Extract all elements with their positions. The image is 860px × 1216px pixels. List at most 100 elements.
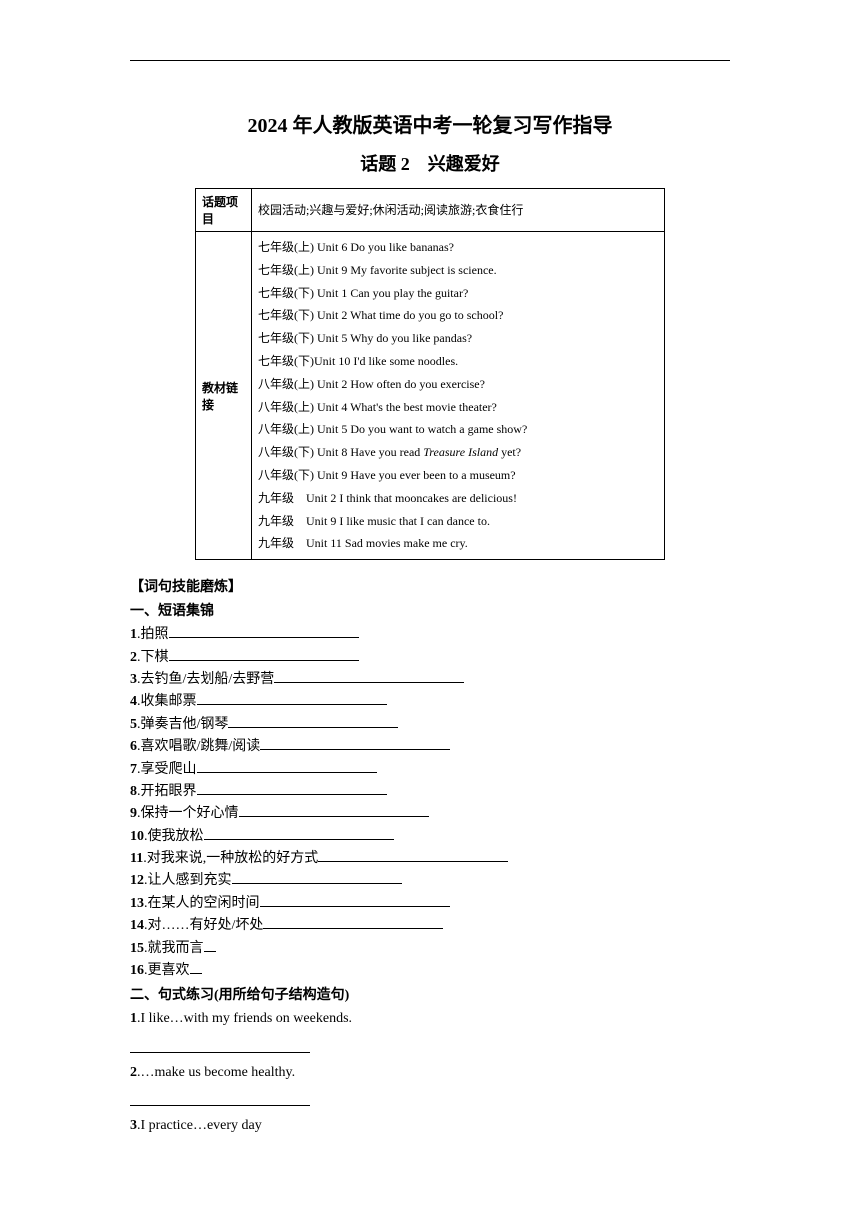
unit-line: 七年级(上) Unit 9 My favorite subject is sci… bbox=[258, 259, 658, 282]
phrase-line: 16.更喜欢 bbox=[130, 960, 730, 982]
unit-line: 八年级(上) Unit 2 How often do you exercise? bbox=[258, 373, 658, 396]
fill-blank[interactable] bbox=[260, 736, 450, 750]
phrase-text: .收集邮票 bbox=[137, 691, 197, 713]
sentence-text: .I like…with my friends on weekends. bbox=[137, 1011, 352, 1026]
fill-blank[interactable] bbox=[318, 848, 508, 862]
phrase-line: 11.对我来说,一种放松的好方式 bbox=[130, 848, 730, 870]
unit-line: 八年级(下) Unit 9 Have you ever been to a mu… bbox=[258, 464, 658, 487]
phrase-number: 3 bbox=[130, 669, 137, 691]
fill-blank[interactable] bbox=[204, 938, 216, 952]
unit-line: 七年级(下) Unit 2 What time do you go to sch… bbox=[258, 304, 658, 327]
phrase-number: 10 bbox=[130, 826, 144, 848]
sentence-text: .I practice…every day bbox=[137, 1118, 262, 1133]
sentence-line: 1.I like…with my friends on weekends. bbox=[130, 1008, 730, 1030]
phrase-number: 13 bbox=[130, 893, 144, 915]
sentence-number: 3 bbox=[130, 1118, 137, 1133]
phrase-number: 2 bbox=[130, 647, 137, 669]
unit-line: 八年级(上) Unit 4 What's the best movie thea… bbox=[258, 396, 658, 419]
phrase-number: 6 bbox=[130, 736, 137, 758]
phrase-text: .在某人的空闲时间 bbox=[144, 893, 260, 915]
unit-line: 七年级(下)Unit 10 I'd like some noodles. bbox=[258, 350, 658, 373]
table-row: 教材链接 七年级(上) Unit 6 Do you like bananas? … bbox=[196, 232, 665, 560]
phrases-heading: 一、短语集锦 bbox=[130, 600, 730, 620]
phrase-line: 2.下棋 bbox=[130, 647, 730, 669]
sentences-heading-text: 二、句式练习(用所给句子结构造句) bbox=[130, 988, 349, 1003]
phrase-number: 14 bbox=[130, 915, 144, 937]
phrase-text: .下棋 bbox=[137, 647, 169, 669]
phrase-line: 9.保持一个好心情 bbox=[130, 803, 730, 825]
phrase-number: 7 bbox=[130, 759, 137, 781]
fill-blank[interactable] bbox=[260, 893, 450, 907]
fill-blank[interactable] bbox=[197, 759, 377, 773]
table-row: 话题项目 校园活动;兴趣与爱好;休闲活动;阅读旅游;衣食住行 bbox=[196, 189, 665, 232]
phrase-line: 7.享受爬山 bbox=[130, 759, 730, 781]
phrase-line: 3.去钓鱼/去划船/去野营 bbox=[130, 669, 730, 691]
answer-blank[interactable] bbox=[130, 1092, 310, 1106]
phrase-text: .去钓鱼/去划船/去野营 bbox=[137, 669, 274, 691]
phrase-text: .弹奏吉他/钢琴 bbox=[137, 714, 228, 736]
phrase-number: 12 bbox=[130, 870, 144, 892]
phrase-line: 5.弹奏吉他/钢琴 bbox=[130, 714, 730, 736]
topic-label-cell: 话题项目 bbox=[196, 189, 252, 232]
sentence-text: .…make us become healthy. bbox=[137, 1065, 295, 1080]
phrase-text: .对……有好处/坏处 bbox=[144, 915, 263, 937]
phrase-text: .使我放松 bbox=[144, 826, 204, 848]
textbook-link-label-cell: 教材链接 bbox=[196, 232, 252, 560]
sentence-line: 3.I practice…every day bbox=[130, 1115, 730, 1137]
phrase-number: 1 bbox=[130, 624, 137, 646]
phrase-number: 8 bbox=[130, 781, 137, 803]
phrase-line: 4.收集邮票 bbox=[130, 691, 730, 713]
phrases-list: 1.拍照2.下棋3.去钓鱼/去划船/去野营4.收集邮票5.弹奏吉他/钢琴6.喜欢… bbox=[130, 624, 730, 982]
fill-blank[interactable] bbox=[228, 714, 398, 728]
fill-blank[interactable] bbox=[232, 870, 402, 884]
fill-blank[interactable] bbox=[197, 781, 387, 795]
unit-line: 九年级 Unit 9 I like music that I can dance… bbox=[258, 510, 658, 533]
phrase-text: .开拓眼界 bbox=[137, 781, 197, 803]
phrase-text: .更喜欢 bbox=[144, 960, 190, 982]
sentences-heading: 二、句式练习(用所给句子结构造句) bbox=[130, 984, 730, 1004]
topic-table: 话题项目 校园活动;兴趣与爱好;休闲活动;阅读旅游;衣食住行 教材链接 七年级(… bbox=[195, 188, 665, 560]
sentence-number: 1 bbox=[130, 1011, 137, 1026]
answer-blank[interactable] bbox=[130, 1039, 310, 1053]
unit-line: 八年级(上) Unit 5 Do you want to watch a gam… bbox=[258, 418, 658, 441]
phrase-number: 11 bbox=[130, 848, 143, 870]
phrase-number: 5 bbox=[130, 714, 137, 736]
phrase-number: 9 bbox=[130, 803, 137, 825]
phrase-line: 12.让人感到充实 bbox=[130, 870, 730, 892]
fill-blank[interactable] bbox=[169, 624, 359, 638]
book-title-italic: Treasure Island bbox=[423, 445, 498, 459]
phrase-text: .喜欢唱歌/跳舞/阅读 bbox=[137, 736, 260, 758]
fill-blank[interactable] bbox=[197, 691, 387, 705]
phrase-line: 8.开拓眼界 bbox=[130, 781, 730, 803]
phrase-number: 16 bbox=[130, 960, 144, 982]
document-page: 2024 年人教版英语中考一轮复习写作指导 话题 2 兴趣爱好 话题项目 校园活… bbox=[0, 0, 860, 1180]
phrase-line: 14.对……有好处/坏处 bbox=[130, 915, 730, 937]
textbook-units-cell: 七年级(上) Unit 6 Do you like bananas? 七年级(上… bbox=[252, 232, 665, 560]
top-horizontal-rule bbox=[130, 60, 730, 61]
sentences-list: 1.I like…with my friends on weekends. 2.…… bbox=[130, 1008, 730, 1137]
phrase-line: 13.在某人的空闲时间 bbox=[130, 893, 730, 915]
unit-line: 七年级(下) Unit 1 Can you play the guitar? bbox=[258, 282, 658, 305]
phrase-text: .保持一个好心情 bbox=[137, 803, 239, 825]
phrase-text: .享受爬山 bbox=[137, 759, 197, 781]
unit-line: 七年级(下) Unit 5 Why do you like pandas? bbox=[258, 327, 658, 350]
phrase-line: 15.就我而言 bbox=[130, 938, 730, 960]
sentence-number: 2 bbox=[130, 1065, 137, 1080]
topic-content-cell: 校园活动;兴趣与爱好;休闲活动;阅读旅游;衣食住行 bbox=[252, 189, 665, 232]
phrase-number: 4 bbox=[130, 691, 137, 713]
fill-blank[interactable] bbox=[274, 669, 464, 683]
phrase-number: 15 bbox=[130, 938, 144, 960]
fill-blank[interactable] bbox=[239, 803, 429, 817]
main-title: 2024 年人教版英语中考一轮复习写作指导 bbox=[130, 109, 730, 138]
fill-blank[interactable] bbox=[204, 826, 394, 840]
fill-blank[interactable] bbox=[190, 960, 202, 974]
sentence-line: 2.…make us become healthy. bbox=[130, 1062, 730, 1084]
phrase-text: .让人感到充实 bbox=[144, 870, 232, 892]
unit-line: 九年级 Unit 2 I think that mooncakes are de… bbox=[258, 487, 658, 510]
fill-blank[interactable] bbox=[263, 915, 443, 929]
phrase-text: .拍照 bbox=[137, 624, 169, 646]
phrase-line: 1.拍照 bbox=[130, 624, 730, 646]
fill-blank[interactable] bbox=[169, 647, 359, 661]
unit-line: 八年级(下) Unit 8 Have you read Treasure Isl… bbox=[258, 441, 658, 464]
section-heading: 【词句技能磨炼】 bbox=[130, 576, 730, 596]
